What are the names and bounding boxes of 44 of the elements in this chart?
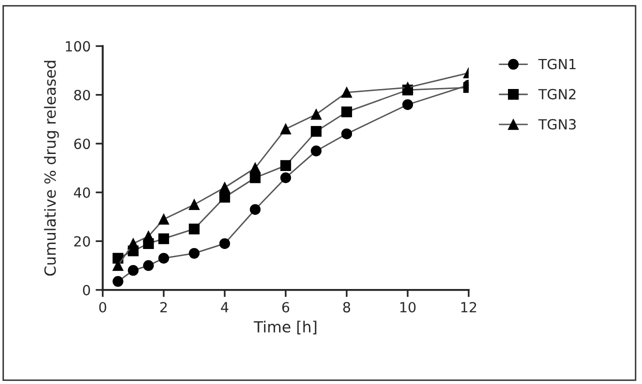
legend-label: TGN3 — [538, 119, 576, 130]
point — [219, 182, 230, 193]
legend-label: TGN1 — [538, 58, 576, 70]
x-axis-title: Time [h] — [254, 320, 316, 334]
x-tick-label: 8 — [343, 302, 350, 312]
point — [310, 126, 322, 137]
point — [341, 128, 352, 140]
y-tick-label: 40 — [74, 187, 90, 198]
point — [280, 124, 292, 134]
point — [280, 160, 292, 171]
point — [158, 233, 170, 244]
point — [310, 146, 322, 156]
point — [280, 172, 292, 184]
x-tick-label: 4 — [220, 302, 228, 312]
x-tick-label: 0 — [99, 302, 106, 312]
point — [143, 230, 154, 242]
point — [188, 199, 200, 210]
y-tick-label: 20 — [74, 236, 90, 247]
point — [158, 214, 170, 225]
x-tick-label: 12 — [461, 302, 476, 312]
point — [219, 238, 230, 249]
point — [188, 224, 200, 234]
y-axis-title: Cumulative % drug released — [44, 60, 59, 276]
point — [143, 260, 154, 271]
point — [250, 162, 261, 174]
point — [341, 106, 352, 118]
x-tick-label: 2 — [160, 302, 167, 312]
point — [188, 248, 200, 259]
y-tick-label: 0 — [82, 284, 90, 296]
point — [402, 99, 414, 110]
x-tick-label: 10 — [400, 302, 416, 312]
point — [250, 204, 261, 215]
y-tick-label: 80 — [74, 90, 90, 100]
y-tick-label: 60 — [74, 138, 90, 150]
point — [341, 87, 352, 98]
point — [128, 238, 139, 249]
point — [402, 82, 414, 93]
x-tick-label: 6 — [282, 302, 290, 312]
point — [128, 265, 139, 276]
point — [310, 108, 322, 120]
point — [158, 252, 170, 264]
legend-label: TGN2 — [538, 88, 576, 100]
y-tick-label: 100 — [66, 41, 90, 52]
point — [112, 276, 124, 287]
